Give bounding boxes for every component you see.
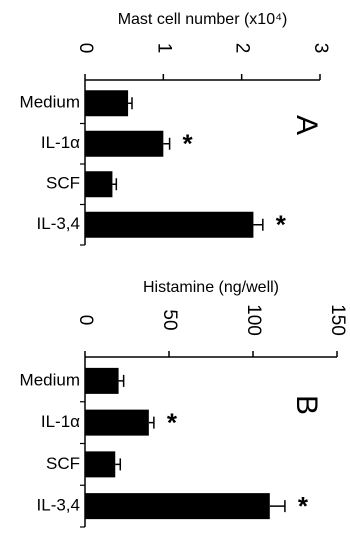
panel-a-tick-label: 1 xyxy=(153,43,174,54)
panel-a-bar xyxy=(85,211,254,238)
panel-a-title: Mast cell number (x10⁴) xyxy=(118,11,288,28)
panel-a-bar xyxy=(85,171,113,198)
panel-a-category-label: Medium xyxy=(20,93,80,112)
panel-a-significance-mark: * xyxy=(276,210,287,240)
panel-b-bar xyxy=(85,493,270,520)
panel-b-category-label: IL-1α xyxy=(41,412,80,431)
panel-b-tick-label: 100 xyxy=(243,304,264,336)
panel-b-tick-label: 50 xyxy=(159,309,180,330)
panel-b-category-label: IL-3,4 xyxy=(37,496,80,515)
panel-b-tick-label: 150 xyxy=(327,304,348,336)
panel-b-significance-mark: * xyxy=(298,491,309,521)
panel-a-category-label: IL-3,4 xyxy=(37,214,80,233)
panel-a-tick-label: 0 xyxy=(75,43,96,54)
panel-a-bar xyxy=(85,130,164,157)
panel-a-category-label: IL-1α xyxy=(41,133,80,152)
panel-b-bar xyxy=(85,409,149,436)
panel-a-category-label: SCF xyxy=(46,174,80,193)
panel-b-bar xyxy=(85,367,119,394)
panel-b-tick-label: 0 xyxy=(75,315,96,326)
panel-a-panel-label: A xyxy=(290,115,323,135)
panel-b-title: Histamine (ng/well) xyxy=(143,279,279,296)
panel-b-significance-mark: * xyxy=(167,408,178,438)
panel-b-category-label: SCF xyxy=(46,454,80,473)
panel-b-bar xyxy=(85,451,116,478)
panel-b-category-label: Medium xyxy=(20,370,80,389)
panel-a-tick-label: 2 xyxy=(232,43,253,54)
panel-a-bar xyxy=(85,90,129,117)
panel-a-significance-mark: * xyxy=(183,129,194,159)
panel-b-panel-label: B xyxy=(290,395,323,415)
panel-a-tick-label: 3 xyxy=(310,43,331,54)
